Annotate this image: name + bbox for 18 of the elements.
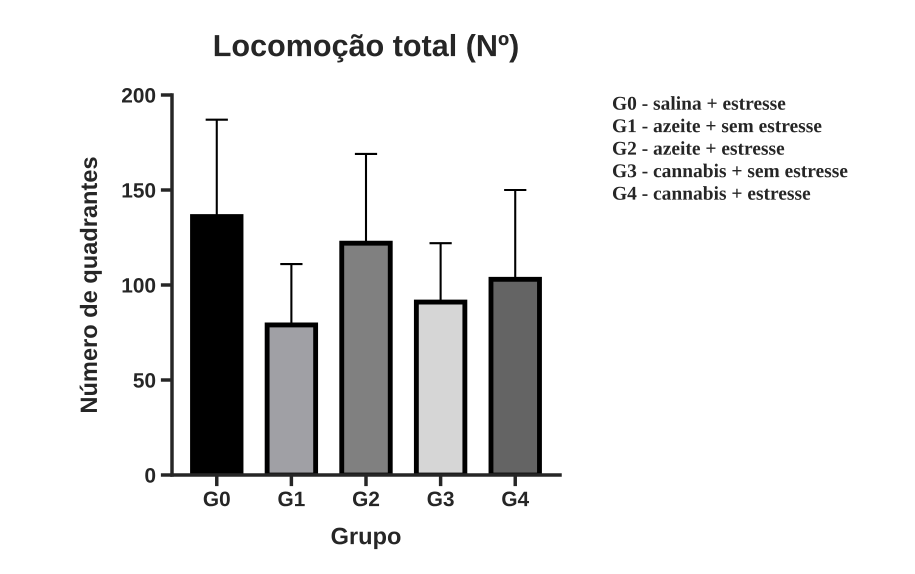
chart-title: Locomoção total (Nº) <box>214 34 518 62</box>
text: G2 - azeite + estresse <box>612 141 784 155</box>
text: G3 - cannabis + sem estresse <box>612 164 848 178</box>
x-axis-title: Grupo <box>332 528 400 550</box>
x-tick-label: G3 <box>428 492 454 506</box>
y-tick-label: 100 <box>122 278 156 293</box>
x-tick-label: G2 <box>352 492 380 506</box>
y-tick-label: 150 <box>122 183 156 198</box>
y-axis-title: Número de quadrantes <box>80 157 102 412</box>
y-tick-label: 0 <box>145 468 156 483</box>
y-tick-label: 50 <box>134 373 156 388</box>
x-tick-label: G1 <box>278 492 305 506</box>
y-tick-label: 200 <box>122 88 156 103</box>
text: G0 - salina + estresse <box>612 96 786 110</box>
x-tick-label: G0 <box>204 492 230 506</box>
text: G1 - azeite + sem estresse <box>612 118 822 132</box>
x-tick-label: G4 <box>502 492 530 506</box>
text: G4 - cannabis + estresse <box>612 186 810 200</box>
